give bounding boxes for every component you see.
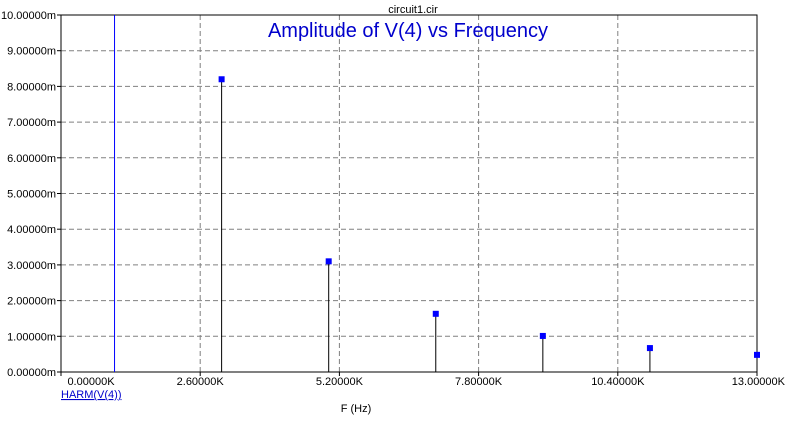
data-point <box>539 332 546 339</box>
y-tick-label: 5.00000m <box>7 189 56 201</box>
y-tick-label: 10.00000m <box>1 10 56 22</box>
y-tick-label: 2.00000m <box>7 296 56 308</box>
data-point <box>646 345 653 352</box>
series-legend[interactable]: HARM(V(4)) <box>61 389 122 401</box>
window-title: circuit1.cir <box>388 4 438 16</box>
x-tick-label: 10.40000K <box>591 376 645 388</box>
x-axis-ticks: 0.00000K 2.60000K 5.20000K 7.80000K 10.40000… <box>60 372 786 388</box>
chart-title: Amplitude of V(4) vs Frequency <box>268 20 548 42</box>
series-stems <box>221 79 758 372</box>
x-tick-label: 13.00000K <box>732 376 786 388</box>
x-tick-label: 2.60000K <box>177 376 225 388</box>
data-point <box>218 76 225 83</box>
y-tick-label: 1.00000m <box>7 331 56 343</box>
x-axis-label: F (Hz) <box>341 403 372 415</box>
x-tick-label: 0.00000K <box>67 376 115 388</box>
y-tick-label: 9.00000m <box>7 46 56 58</box>
y-axis-ticks: 0.00000m 1.00000m 2.00000m 3.00000m 4.00000m… <box>1 10 61 379</box>
y-tick-label: 0.00000m <box>7 367 56 379</box>
y-tick-label: 3.00000m <box>7 260 56 272</box>
data-point <box>754 351 760 358</box>
grid-lines <box>61 15 757 372</box>
y-tick-label: 4.00000m <box>7 224 56 236</box>
y-tick-label: 7.00000m <box>7 117 56 129</box>
x-tick-label: 7.80000K <box>455 376 503 388</box>
data-point <box>432 310 439 317</box>
y-tick-label: 6.00000m <box>7 153 56 165</box>
data-point <box>325 258 332 265</box>
y-tick-label: 8.00000m <box>7 81 56 93</box>
series-points <box>218 76 760 358</box>
x-tick-label: 5.20000K <box>316 376 364 388</box>
